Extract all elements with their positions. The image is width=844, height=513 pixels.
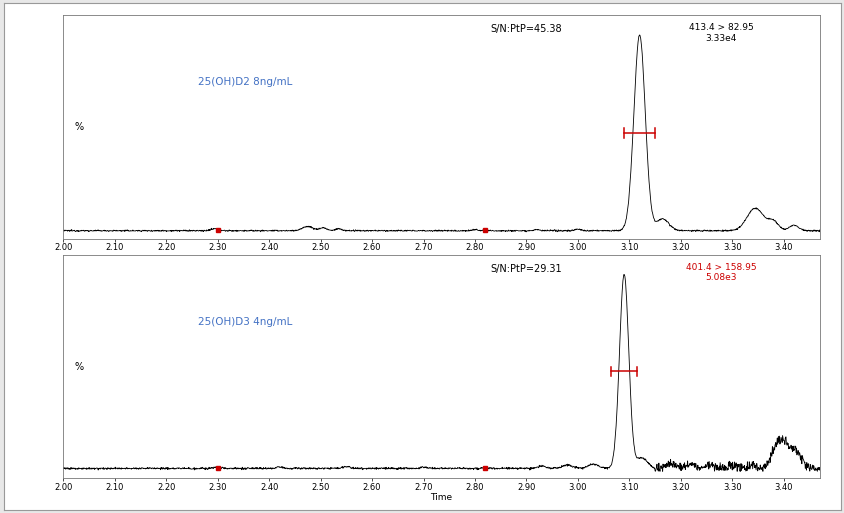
Text: 25(OH)D2 8ng/mL: 25(OH)D2 8ng/mL — [197, 77, 292, 87]
Text: 401.4 > 158.95
5.08e3: 401.4 > 158.95 5.08e3 — [685, 263, 755, 282]
Text: S/N:PtP=45.38: S/N:PtP=45.38 — [490, 24, 561, 34]
X-axis label: Time: Time — [430, 494, 452, 502]
Text: S/N:PtP=29.31: S/N:PtP=29.31 — [490, 264, 561, 274]
Text: 413.4 > 82.95
3.33e4: 413.4 > 82.95 3.33e4 — [688, 23, 753, 43]
Text: %: % — [74, 122, 84, 132]
Text: 25(OH)D3 4ng/mL: 25(OH)D3 4ng/mL — [197, 317, 292, 327]
Text: %: % — [74, 362, 84, 371]
